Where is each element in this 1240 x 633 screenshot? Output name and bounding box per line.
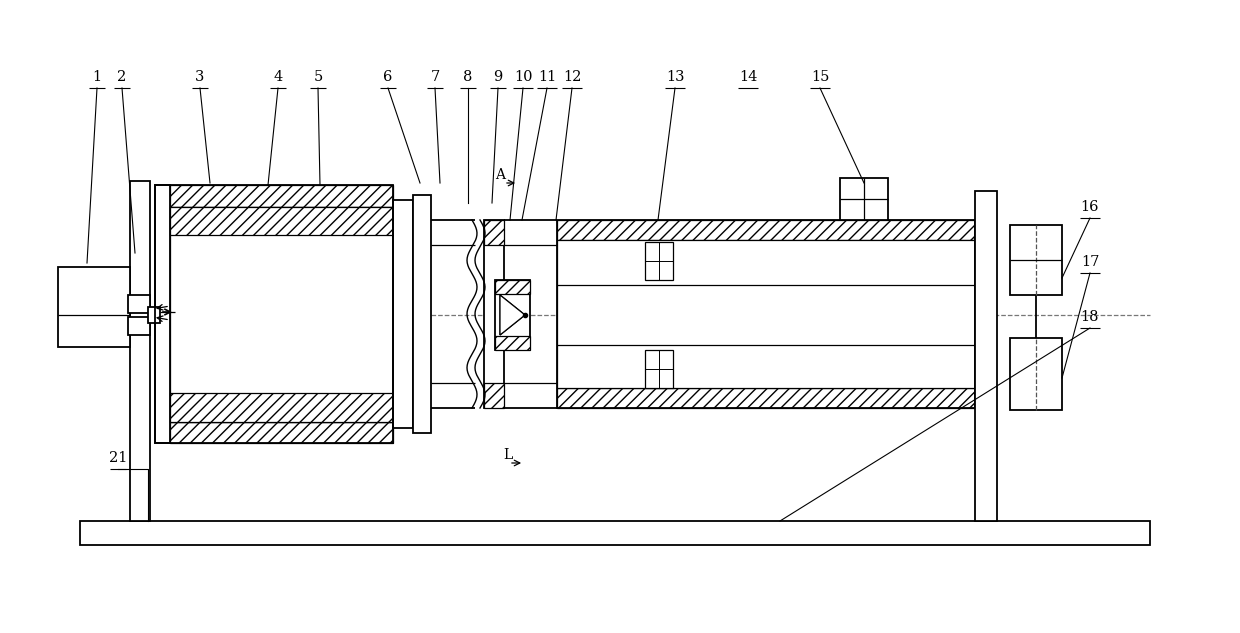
Text: A: A bbox=[495, 168, 505, 182]
Text: 8: 8 bbox=[464, 70, 472, 84]
Bar bbox=[557, 240, 975, 388]
Text: 9: 9 bbox=[494, 70, 502, 84]
Bar bbox=[170, 207, 393, 235]
Text: 16: 16 bbox=[1081, 200, 1099, 214]
Bar bbox=[170, 185, 393, 207]
Text: 13: 13 bbox=[666, 70, 684, 84]
Text: 12: 12 bbox=[563, 70, 582, 84]
Bar bbox=[645, 242, 673, 280]
Text: 1: 1 bbox=[93, 70, 102, 84]
Bar bbox=[170, 422, 393, 443]
Text: 17: 17 bbox=[1081, 255, 1099, 269]
Bar bbox=[484, 383, 503, 408]
Bar bbox=[128, 317, 150, 335]
Text: 21: 21 bbox=[109, 451, 128, 465]
Bar bbox=[557, 220, 975, 408]
Text: 5: 5 bbox=[314, 70, 322, 84]
Bar bbox=[495, 280, 529, 294]
Text: 7: 7 bbox=[430, 70, 440, 84]
Bar bbox=[130, 181, 150, 521]
Bar bbox=[839, 178, 888, 220]
Bar bbox=[1011, 338, 1061, 410]
Bar bbox=[484, 220, 503, 408]
Polygon shape bbox=[500, 295, 525, 335]
Polygon shape bbox=[500, 295, 525, 335]
Bar bbox=[170, 393, 393, 422]
Text: 3: 3 bbox=[196, 70, 205, 84]
Text: L: L bbox=[503, 448, 512, 462]
Bar bbox=[645, 350, 673, 388]
Bar bbox=[155, 185, 170, 443]
Bar bbox=[81, 521, 1149, 545]
Text: 11: 11 bbox=[538, 70, 556, 84]
Text: 15: 15 bbox=[811, 70, 830, 84]
Bar bbox=[413, 195, 432, 433]
Text: 14: 14 bbox=[739, 70, 758, 84]
Bar bbox=[557, 220, 975, 240]
Bar bbox=[1011, 225, 1061, 295]
Text: 6: 6 bbox=[383, 70, 393, 84]
Bar bbox=[495, 280, 529, 350]
Bar bbox=[128, 295, 150, 313]
Bar bbox=[484, 220, 503, 245]
Bar bbox=[393, 200, 413, 428]
Text: 18: 18 bbox=[1081, 310, 1099, 324]
Bar bbox=[58, 267, 130, 347]
Bar bbox=[148, 307, 160, 323]
Text: 10: 10 bbox=[513, 70, 532, 84]
Bar bbox=[155, 185, 393, 443]
Bar bbox=[170, 207, 393, 422]
Bar bbox=[495, 336, 529, 350]
Bar bbox=[557, 388, 975, 408]
Bar bbox=[975, 191, 997, 521]
Text: 4: 4 bbox=[273, 70, 283, 84]
Text: 2: 2 bbox=[118, 70, 126, 84]
